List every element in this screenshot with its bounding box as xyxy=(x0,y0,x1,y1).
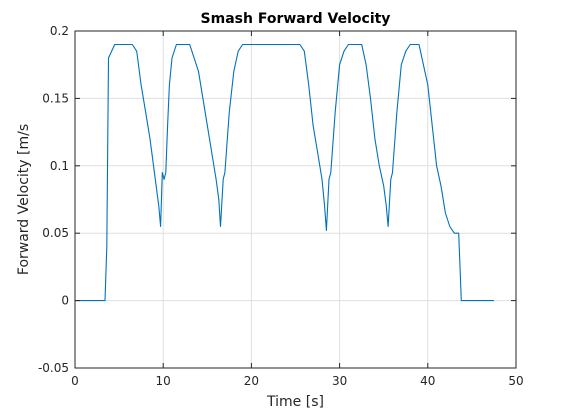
x-axis-label: Time [s] xyxy=(266,394,324,410)
x-tick-label: 30 xyxy=(332,374,347,388)
y-tick-label: 0.2 xyxy=(50,24,69,38)
y-tick-label: 0.15 xyxy=(42,91,69,105)
y-axis-label: Forward Velocity [m/s xyxy=(16,124,32,275)
y-tick-label: 0.05 xyxy=(42,226,69,240)
x-tick-label: 0 xyxy=(71,374,79,388)
chart-title: Smash Forward Velocity xyxy=(201,11,391,27)
plot-area-border xyxy=(74,30,517,369)
x-tick-label: 40 xyxy=(420,374,435,388)
y-tick-label: 0.1 xyxy=(50,159,69,173)
series-layer xyxy=(75,43,494,302)
series-line-0 xyxy=(75,43,494,302)
x-tick-label: 50 xyxy=(508,374,523,388)
x-tick-label: 20 xyxy=(244,374,259,388)
y-tick-label: 0 xyxy=(61,294,69,308)
x-tick-label: 10 xyxy=(156,374,171,388)
y-tick-label: -0.05 xyxy=(38,361,69,375)
